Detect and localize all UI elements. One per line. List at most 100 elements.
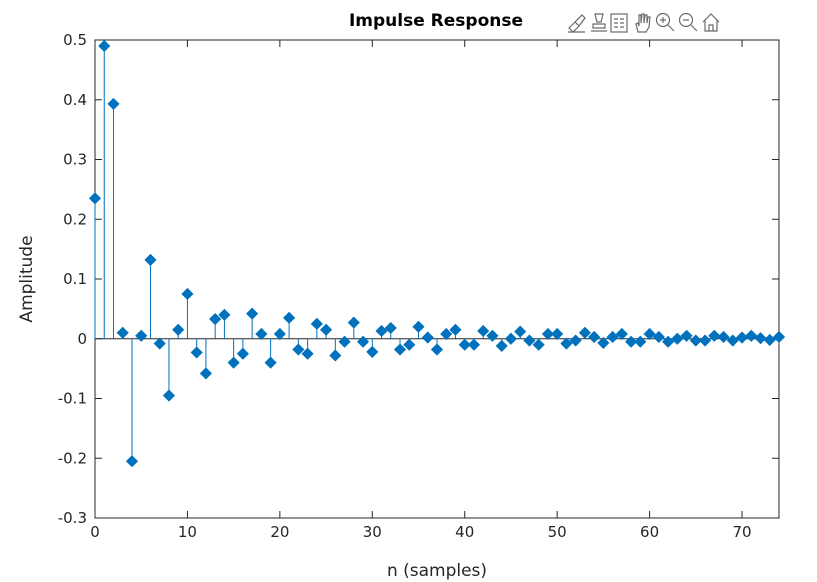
stem-marker bbox=[218, 308, 231, 321]
legend-icon[interactable] bbox=[610, 13, 628, 33]
stem-marker bbox=[717, 330, 730, 344]
x-tick-label: 40 bbox=[455, 523, 474, 541]
stem-marker bbox=[597, 336, 610, 349]
stem-marker bbox=[338, 335, 351, 348]
stem-marker bbox=[726, 334, 739, 347]
x-tick-label: 60 bbox=[640, 523, 659, 541]
stem-marker bbox=[504, 332, 518, 345]
stem-marker bbox=[107, 97, 120, 110]
stem-marker bbox=[246, 307, 259, 320]
stem-marker bbox=[190, 346, 203, 359]
stem-marker bbox=[301, 347, 314, 360]
stem-marker bbox=[745, 329, 758, 342]
stem-marker bbox=[347, 316, 360, 329]
stem-marker bbox=[162, 389, 176, 402]
stem-marker bbox=[135, 329, 148, 342]
y-tick-label: 0 bbox=[77, 330, 87, 348]
stem-marker bbox=[541, 327, 554, 341]
stem-marker bbox=[320, 323, 333, 336]
brush-icon[interactable] bbox=[568, 14, 586, 33]
stem-marker bbox=[569, 334, 582, 347]
chart-title: Impulse Response bbox=[349, 11, 523, 31]
stem-marker bbox=[116, 326, 129, 339]
stem-marker bbox=[449, 323, 462, 336]
stem-marker bbox=[662, 335, 675, 348]
x-tick-label: 50 bbox=[548, 523, 567, 541]
stem-marker bbox=[125, 455, 139, 468]
stem-marker bbox=[356, 335, 370, 348]
stem-marker bbox=[754, 332, 767, 345]
stem-marker bbox=[412, 320, 425, 333]
stem-marker bbox=[634, 335, 647, 348]
y-tick-label: 0.2 bbox=[63, 210, 87, 228]
stem-marker bbox=[652, 330, 665, 344]
axis-ticks: 0 10 20 30 40 50 60 70 -0.3 -0.2 -0.1 0 0.1 0.2 0.3 0.4… bbox=[58, 31, 779, 541]
y-tick-label: -0.3 bbox=[58, 509, 87, 527]
stem-marker bbox=[393, 343, 407, 356]
stem-marker bbox=[458, 338, 471, 351]
stem-marker bbox=[421, 331, 434, 344]
stem-marker bbox=[98, 39, 111, 53]
stem-marker bbox=[606, 330, 619, 344]
stem-marker bbox=[680, 329, 693, 342]
stem-marker bbox=[227, 356, 240, 369]
stem-marker bbox=[255, 327, 268, 341]
stem-marker bbox=[144, 253, 157, 266]
pan-hand-icon[interactable] bbox=[635, 13, 651, 33]
stem-series bbox=[88, 39, 786, 468]
stem-marker bbox=[440, 327, 453, 341]
stem-marker bbox=[532, 338, 545, 351]
stem-marker bbox=[588, 330, 601, 344]
x-tick-label: 0 bbox=[90, 523, 100, 541]
data-tips-icon[interactable] bbox=[591, 13, 607, 32]
stem-marker bbox=[578, 326, 591, 339]
y-tick-label: 0.1 bbox=[63, 270, 87, 288]
stem-marker bbox=[283, 311, 296, 324]
stem-marker bbox=[708, 329, 721, 342]
stem-marker bbox=[403, 338, 416, 351]
stem-marker bbox=[495, 339, 508, 352]
stem-marker bbox=[172, 323, 185, 336]
stem-marker bbox=[477, 324, 490, 338]
x-tick-label: 30 bbox=[363, 523, 382, 541]
stem-marker bbox=[88, 192, 102, 205]
stem-marker bbox=[560, 337, 573, 350]
y-axis-label: Amplitude bbox=[17, 235, 37, 322]
home-icon[interactable] bbox=[702, 13, 720, 32]
y-tick-label: -0.1 bbox=[58, 390, 87, 408]
zoom-in-icon[interactable] bbox=[655, 12, 675, 32]
stem-marker bbox=[310, 317, 323, 330]
stem-marker bbox=[430, 343, 444, 356]
plot-area[interactable] bbox=[94, 39, 780, 519]
stem-marker bbox=[366, 345, 379, 358]
stem-marker bbox=[384, 321, 397, 335]
stem-marker bbox=[514, 325, 527, 338]
stem-marker bbox=[615, 327, 628, 341]
stem-marker bbox=[292, 343, 305, 356]
stem-marker bbox=[199, 367, 212, 380]
x-tick-label: 70 bbox=[732, 523, 751, 541]
stem-marker bbox=[236, 347, 249, 360]
stem-marker bbox=[689, 334, 702, 347]
y-tick-label: 0.4 bbox=[63, 91, 87, 109]
stem-marker bbox=[523, 334, 536, 347]
stem-marker bbox=[467, 338, 481, 351]
stem-marker bbox=[643, 327, 656, 341]
stem-marker bbox=[273, 327, 286, 341]
stem-marker bbox=[671, 332, 684, 345]
y-tick-label: 0.5 bbox=[63, 31, 87, 49]
stem-marker bbox=[698, 334, 712, 347]
stem-marker bbox=[329, 349, 342, 362]
y-tick-label: -0.2 bbox=[58, 449, 87, 467]
stem-marker bbox=[375, 324, 388, 338]
stem-marker bbox=[209, 312, 222, 326]
x-axis-label: n (samples) bbox=[387, 561, 487, 581]
stem-marker bbox=[763, 333, 776, 347]
axes-toolbar bbox=[568, 12, 720, 33]
stem-marker bbox=[264, 356, 277, 369]
zoom-out-icon[interactable] bbox=[678, 12, 698, 32]
stem-marker bbox=[551, 327, 564, 341]
y-tick-label: 0.3 bbox=[63, 151, 87, 169]
stem-marker bbox=[181, 287, 194, 301]
